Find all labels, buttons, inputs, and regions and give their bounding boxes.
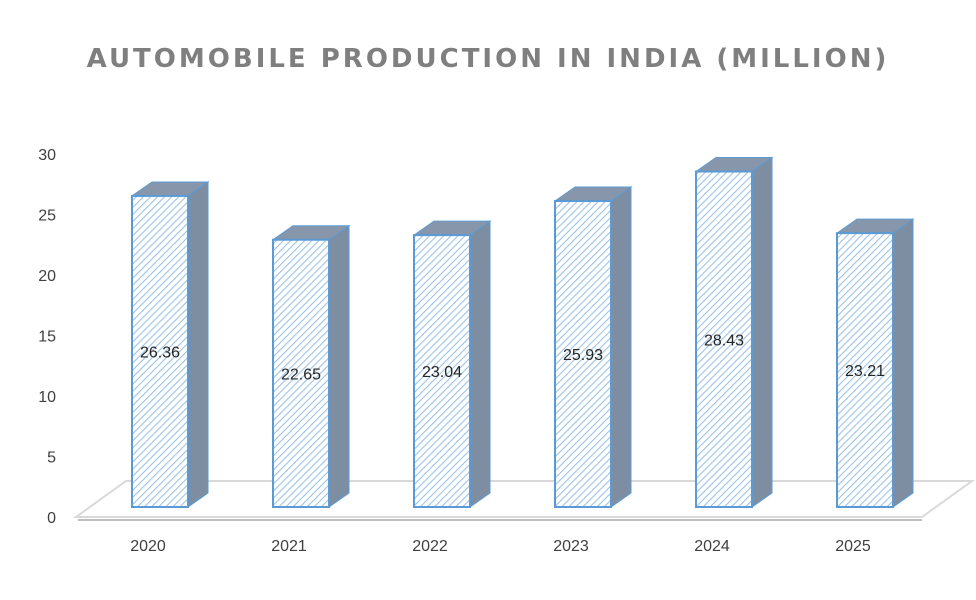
data-label: 28.43 [704,332,744,349]
y-tick-label: 5 [47,450,56,467]
bar-2024: 28.43 [694,156,774,508]
x-tick-label: 2021 [271,538,307,555]
y-tick-label: 15 [38,329,56,346]
x-tick-label: 2025 [835,538,871,555]
bar-front-face [131,194,189,508]
y-tick-label: 20 [38,268,56,285]
y-tick-label: 30 [38,147,56,164]
data-label: 23.21 [845,363,885,380]
bar-side-face [610,186,632,508]
bar-side-face [751,156,773,508]
x-tick-label: 2023 [553,538,589,555]
y-tick-label: 0 [47,510,56,527]
y-tick-label: 25 [38,208,56,225]
x-tick-label: 2020 [130,538,166,555]
bar-front-face [695,170,753,508]
bar-2023: 25.93 [553,186,633,508]
bar-front-face [413,234,471,509]
bar-side-face [187,180,209,508]
data-label: 23.04 [422,364,462,381]
y-tick-label: 10 [38,389,56,406]
bar-2025: 23.21 [835,218,915,508]
bar-front-face [554,200,612,508]
bar-2020: 26.36 [130,180,210,508]
bar-side-face [469,220,491,508]
bar-2021: 22.65 [271,224,351,508]
x-tick-label: 2024 [694,538,730,555]
data-label: 22.65 [281,366,321,383]
bar-front-face [272,238,330,508]
bar-side-face [328,224,350,508]
data-label: 25.93 [563,347,603,364]
chart-title: AUTOMOBILE PRODUCTION IN INDIA (MILLION) [86,44,890,74]
y-axis: 0 5 10 15 20 25 30 [38,147,56,527]
data-label: 26.36 [140,344,180,361]
bar-front-face [836,232,894,508]
bar-side-face [892,218,914,508]
bars-layer: 26.36 22.65 23.04 25.93 28.43 23.21 [130,156,915,509]
x-tick-label: 2022 [412,538,448,555]
x-axis: 2020 2021 2022 2023 2024 2025 [130,538,871,555]
bar-2022: 23.04 [412,220,492,509]
